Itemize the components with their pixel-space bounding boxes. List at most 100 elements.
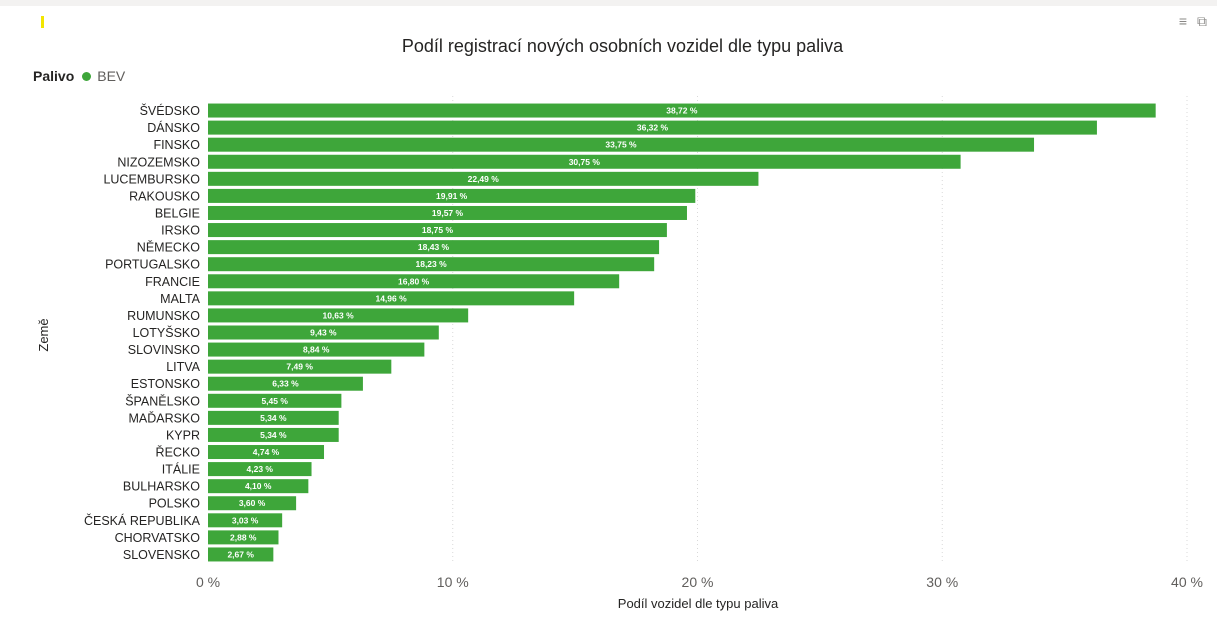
category-label: ŘECKO [156,445,201,460]
category-label: LUCEMBURSKO [103,172,200,186]
category-axis: ŠVÉDSKO DÁNSKO FINSKO NIZOZEMSKO LUCEMBURSKO… [84,103,201,562]
category-label: POLSKO [149,497,201,511]
bar[interactable] [208,103,1156,118]
data-label: 9,43 % [310,328,337,338]
category-label: SLOVINSKO [128,343,201,357]
x-tick-label: 20 % [682,574,714,590]
data-label: 18,75 % [422,225,454,235]
category-label: FINSKO [153,138,200,152]
data-label: 4,23 % [247,464,274,474]
category-label: KYPR [166,428,200,442]
bars: 38,72 % 36,32 %33,75 % 30,75 % 22,49 %19,91… [208,103,1156,562]
category-label: LITVA [166,360,200,374]
data-label: 6,33 % [272,379,299,389]
bar[interactable] [208,359,392,374]
bar[interactable] [208,205,687,220]
legend-bev-marker[interactable] [82,71,92,81]
bar[interactable] [208,462,312,477]
category-label: ČESKÁ REPUBLIKA [84,513,201,528]
bar[interactable] [208,445,325,460]
data-label: 8,84 % [303,345,330,355]
x-axis-title: Podíl vozidel dle typu paliva [618,596,779,611]
data-label: 38,72 % [666,106,698,116]
category-label: FRANCIE [145,275,200,289]
filter-icon[interactable]: ≡ [1178,13,1187,29]
data-label: 5,34 % [260,430,287,440]
data-label: 5,34 % [260,413,287,423]
category-label: BULHARSKO [123,480,200,494]
bar[interactable] [208,427,339,442]
data-label: 19,57 % [432,208,464,218]
top-strip [0,0,1217,6]
bar[interactable] [208,308,469,323]
visual-header: ≡ ⧉ [1179,14,1207,28]
category-label: ŠPANĚLSKO [125,393,200,408]
category-label: MAĎARSKO [128,410,200,425]
category-label: MALTA [160,292,200,306]
data-label: 16,80 % [398,276,430,286]
data-label: 14,96 % [375,293,407,303]
bar[interactable] [208,547,274,562]
bar[interactable] [208,410,339,425]
data-label: 19,91 % [436,191,468,201]
data-label: 18,23 % [415,259,447,269]
legend-bev-label[interactable]: BEV [97,68,126,84]
data-label: 5,45 % [261,396,288,406]
bar[interactable] [208,154,961,169]
category-label: CHORVATSKO [115,531,201,545]
category-label: RUMUNSKO [127,309,200,323]
data-label: 18,43 % [418,242,450,252]
focus-mode-icon[interactable]: ⧉ [1197,13,1207,29]
category-label: PORTUGALSKO [105,258,200,272]
legend: Palivo BEV [33,68,125,84]
data-label: 2,88 % [230,532,257,542]
x-tick-label: 30 % [926,574,958,590]
data-label: 4,10 % [245,481,272,491]
category-label: DÁNSKO [147,120,200,135]
x-tick-label: 10 % [437,574,469,590]
x-tick-label: 0 % [196,574,220,590]
category-label: NĚMECKO [137,240,200,255]
data-label: 10,63 % [322,310,354,320]
bar[interactable] [208,137,1035,152]
y-axis-title: Země [36,318,51,351]
bar[interactable] [208,291,575,306]
data-label: 30,75 % [569,157,601,167]
data-label: 7,49 % [286,362,313,372]
bar[interactable] [208,496,297,511]
category-label: LOTYŠSKO [133,325,201,340]
value-axis: 0 % 10 % 20 % 30 % 40 % [196,574,1203,590]
category-label: ITÁLIE [162,462,200,477]
data-label: 2,67 % [227,549,254,559]
bar[interactable] [208,342,425,357]
bar[interactable] [208,223,667,238]
data-label: 4,74 % [253,447,280,457]
data-label: 33,75 % [605,140,637,150]
category-label: ŠVÉDSKO [140,103,201,118]
data-label: 3,60 % [239,498,266,508]
chart-title: Podíl registrací nových osobních vozidel… [401,36,844,56]
bar[interactable] [208,479,309,494]
bar[interactable] [208,393,342,408]
data-label: 36,32 % [637,123,669,133]
bar[interactable] [208,325,439,340]
bar[interactable] [208,240,660,255]
bar[interactable] [208,120,1097,135]
category-label: SLOVENSKO [123,548,200,562]
bar[interactable] [208,513,283,528]
bar[interactable] [208,188,696,203]
bar[interactable] [208,376,363,391]
bar[interactable] [208,530,279,545]
bar[interactable] [208,257,655,272]
bar[interactable] [208,274,620,289]
category-label: NIZOZEMSKO [117,155,200,169]
category-label: RAKOUSKO [129,189,200,203]
category-label: IRSKO [161,224,200,238]
selection-indicator [41,16,44,28]
legend-title: Palivo [33,68,75,84]
category-label: BELGIE [155,206,200,220]
category-label: ESTONSKO [131,377,201,391]
bar[interactable] [208,171,759,186]
data-label: 22,49 % [468,174,500,184]
